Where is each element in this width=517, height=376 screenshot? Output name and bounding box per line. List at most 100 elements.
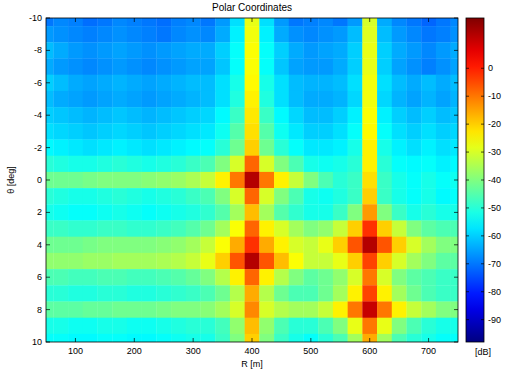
- x-tick: [75, 338, 76, 342]
- heatmap-cell: [201, 204, 216, 221]
- heatmap-cell: [333, 140, 348, 157]
- heatmap-cell: [156, 26, 171, 42]
- heatmap-cell: [53, 156, 68, 173]
- heatmap-cell: [362, 26, 377, 42]
- heatmap-cell: [112, 18, 127, 26]
- heatmap-cell: [142, 188, 157, 205]
- x-tick: [75, 18, 76, 22]
- heatmap-cell: [421, 75, 436, 92]
- heatmap-cell: [289, 269, 304, 286]
- heatmap-cell: [201, 172, 216, 189]
- heatmap-cell: [98, 59, 113, 76]
- heatmap-cell: [348, 172, 363, 189]
- heatmap-cell: [127, 172, 142, 189]
- heatmap-cell: [362, 59, 377, 76]
- heatmap-cell: [215, 318, 230, 335]
- heatmap-cell: [318, 237, 333, 254]
- heatmap-cell: [289, 172, 304, 189]
- heatmap-cell: [245, 156, 260, 173]
- heatmap-cell: [274, 140, 289, 157]
- heatmap-cell: [112, 237, 127, 254]
- colorbar-tick: [466, 207, 469, 208]
- heatmap-cell: [436, 172, 451, 189]
- heatmap-cell: [230, 18, 245, 26]
- y-tick-label: 10: [32, 337, 42, 347]
- heatmap-cell: [362, 302, 377, 319]
- heatmap-cell: [245, 188, 260, 205]
- heatmap-cell: [112, 140, 127, 157]
- heatmap-cell: [421, 302, 436, 319]
- heatmap-cell: [274, 302, 289, 319]
- heatmap-cell: [98, 221, 113, 238]
- heatmap-cell: [127, 253, 142, 270]
- heatmap-cell: [392, 123, 407, 140]
- heatmap-cell: [348, 140, 363, 157]
- heatmap-cell: [46, 318, 54, 335]
- heatmap-cell: [304, 123, 319, 140]
- heatmap-cell: [259, 221, 274, 238]
- heatmap-cell: [230, 140, 245, 157]
- colorbar-tick: [481, 96, 484, 97]
- heatmap-cell: [333, 59, 348, 76]
- heatmap-cell: [377, 285, 392, 302]
- heatmap-cell: [274, 107, 289, 124]
- heatmap-cell: [46, 123, 54, 140]
- heatmap-cell: [436, 237, 451, 254]
- heatmap-cell: [436, 188, 451, 205]
- heatmap-cell: [201, 221, 216, 238]
- heatmap-cell: [348, 26, 363, 42]
- heatmap-cell: [53, 318, 68, 335]
- heatmap-cell: [392, 188, 407, 205]
- heatmap-cell: [377, 18, 392, 26]
- colorbar-tick-label: 0: [488, 63, 493, 73]
- y-tick: [46, 82, 50, 83]
- heatmap-cell: [451, 42, 458, 59]
- heatmap-cell: [68, 318, 83, 335]
- heatmap-cell: [83, 188, 98, 205]
- heatmap-cell: [407, 18, 422, 26]
- heatmap-cell: [46, 253, 54, 270]
- heatmap-cell: [377, 91, 392, 108]
- heatmap-cell: [186, 221, 201, 238]
- heatmap-cell: [142, 204, 157, 221]
- heatmap-cell: [274, 172, 289, 189]
- heatmap-cell: [289, 156, 304, 173]
- heatmap-cell: [186, 253, 201, 270]
- heatmap-cell: [348, 59, 363, 76]
- heatmap-cell: [127, 302, 142, 319]
- heatmap-cell: [98, 26, 113, 42]
- heatmap-cell: [171, 75, 186, 92]
- heatmap-cell: [98, 172, 113, 189]
- heatmap-cell: [274, 123, 289, 140]
- heatmap-cell: [274, 42, 289, 59]
- heatmap-cell: [421, 123, 436, 140]
- heatmap-cell: [112, 42, 127, 59]
- heatmap-cell: [436, 26, 451, 42]
- heatmap-cell: [215, 172, 230, 189]
- heatmap-cell: [142, 318, 157, 335]
- heatmap-cell: [186, 91, 201, 108]
- heatmap-cell: [451, 91, 458, 108]
- heatmap-cell: [259, 18, 274, 26]
- heatmap-cell: [142, 91, 157, 108]
- heatmap-cell: [53, 269, 68, 286]
- y-tick-label: 4: [37, 240, 42, 250]
- heatmap-cell: [215, 18, 230, 26]
- heatmap-cell: [156, 221, 171, 238]
- heatmap-cell: [53, 26, 68, 42]
- heatmap-cell: [127, 204, 142, 221]
- heatmap-cell: [259, 75, 274, 92]
- heatmap-cell: [245, 334, 260, 342]
- heatmap-cell: [289, 253, 304, 270]
- heatmap-cell: [201, 140, 216, 157]
- heatmap-cell: [274, 75, 289, 92]
- heatmap-cell: [407, 221, 422, 238]
- heatmap-cell: [171, 172, 186, 189]
- heatmap-cell: [451, 237, 458, 254]
- heatmap-cell: [333, 26, 348, 42]
- heatmap-cell: [304, 318, 319, 335]
- heatmap-cell: [245, 285, 260, 302]
- heatmap-cell: [201, 237, 216, 254]
- heatmap-cell: [392, 42, 407, 59]
- heatmap-cell: [201, 156, 216, 173]
